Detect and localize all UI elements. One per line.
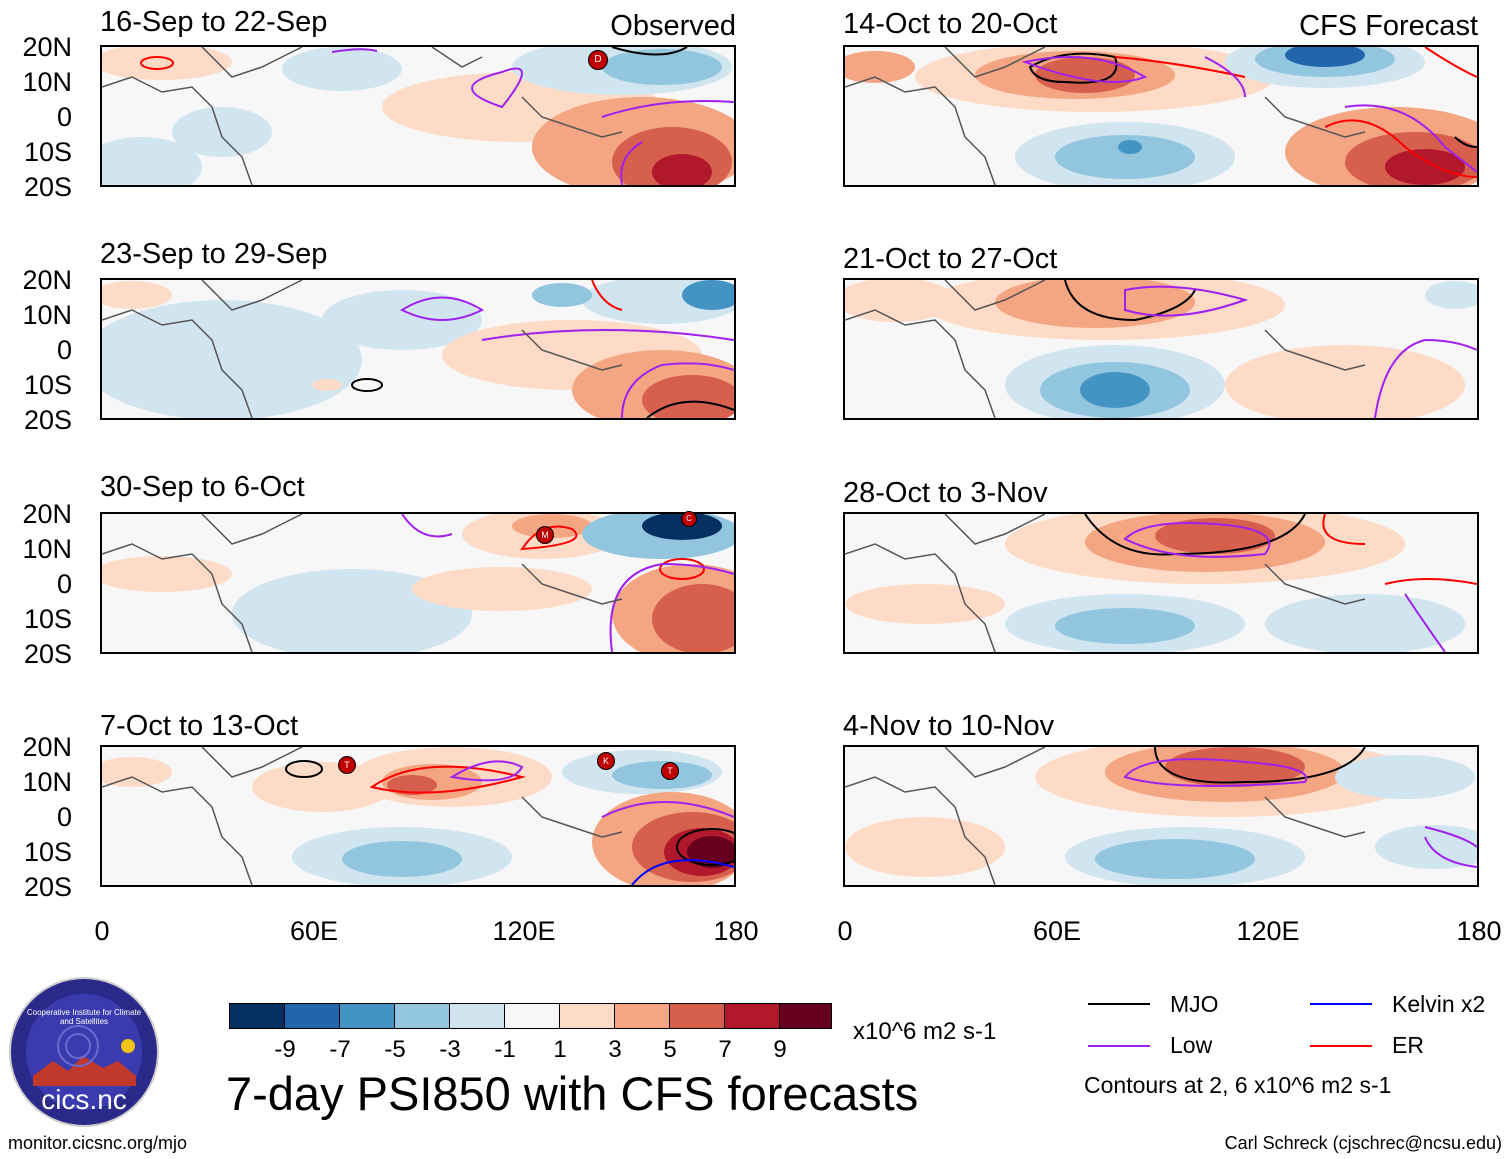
footer-credit: Carl Schreck (cjschrec@ncsu.edu) bbox=[1224, 1133, 1502, 1153]
lat-label: 10S bbox=[23, 370, 72, 400]
lat-label: 10S bbox=[23, 837, 72, 867]
storm-marker-icon: M bbox=[536, 526, 554, 544]
lon-label: 180 bbox=[1456, 916, 1502, 946]
lon-label: 60E bbox=[289, 916, 339, 946]
panel-title-2: 23-Sep to 29-Sep bbox=[100, 238, 328, 270]
lat-label: 20S bbox=[23, 872, 72, 902]
storm-marker-icon: T bbox=[338, 756, 356, 774]
storm-marker-icon: D bbox=[588, 50, 608, 70]
legend-label-er: ER bbox=[1392, 1032, 1424, 1058]
lon-label: 60E bbox=[1032, 916, 1082, 946]
lat-label: 10N bbox=[22, 67, 72, 97]
cics-logo: Cooperative Institute for Climate and Sa… bbox=[8, 976, 160, 1128]
legend-label-kelvin: Kelvin x2 bbox=[1392, 991, 1486, 1017]
lat-label: 0 bbox=[56, 335, 72, 365]
legend-line-low bbox=[1088, 1045, 1150, 1047]
legend-note: Contours at 2, 6 x10^6 m2 s-1 bbox=[1084, 1072, 1392, 1098]
colorbar-label: 1 bbox=[553, 1036, 567, 1063]
lat-label: 10N bbox=[22, 767, 72, 797]
cfs-forecast-label: CFS Forecast bbox=[1299, 10, 1478, 42]
colorbar-segment bbox=[669, 1003, 725, 1029]
colorbar-segment bbox=[229, 1003, 285, 1029]
colorbar-label: 5 bbox=[663, 1036, 677, 1063]
lat-label: 20S bbox=[23, 405, 72, 435]
map-panel-4 bbox=[100, 745, 736, 887]
lat-label: 20N bbox=[22, 265, 72, 295]
lon-label: 0 bbox=[837, 916, 853, 946]
lat-label: 0 bbox=[56, 102, 72, 132]
map-panel-3 bbox=[100, 512, 736, 654]
colorbar-units: x10^6 m2 s-1 bbox=[853, 1018, 997, 1045]
lat-label: 20S bbox=[23, 172, 72, 202]
lon-label: 180 bbox=[713, 916, 759, 946]
colorbar-label: -3 bbox=[439, 1036, 461, 1063]
colorbar-label: 9 bbox=[773, 1036, 787, 1063]
colorbar-segment bbox=[724, 1003, 780, 1029]
panel-title-3: 30-Sep to 6-Oct bbox=[100, 471, 305, 503]
lon-label: 0 bbox=[94, 916, 110, 946]
colorbar-segment bbox=[339, 1003, 395, 1029]
legend-line-kelvin bbox=[1310, 1003, 1372, 1005]
legend-label-low: Low bbox=[1170, 1032, 1213, 1058]
colorbar-label: -7 bbox=[329, 1036, 351, 1063]
colorbar-segment bbox=[559, 1003, 615, 1029]
map-panel-6 bbox=[843, 278, 1479, 420]
map-panel-1 bbox=[100, 45, 736, 187]
logo-ring-text: Cooperative Institute for Climate and Sa… bbox=[26, 1008, 142, 1026]
lat-label: 20N bbox=[22, 732, 72, 762]
lat-label: 20N bbox=[22, 32, 72, 62]
lat-label: 10N bbox=[22, 534, 72, 564]
legend-line-mjo bbox=[1088, 1003, 1150, 1005]
panel-title-6: 21-Oct to 27-Oct bbox=[843, 243, 1058, 275]
colorbar-segment bbox=[449, 1003, 505, 1029]
colorbar-label: 3 bbox=[608, 1036, 622, 1063]
lat-label: 20N bbox=[22, 499, 72, 529]
lat-label: 10N bbox=[22, 300, 72, 330]
colorbar-segment bbox=[394, 1003, 450, 1029]
logo-text: cics.nc bbox=[41, 1084, 127, 1115]
lat-label: 10S bbox=[23, 604, 72, 634]
colorbar-segment bbox=[284, 1003, 340, 1029]
colorbar-segment bbox=[779, 1003, 832, 1029]
lon-label: 120E bbox=[492, 916, 556, 946]
map-panel-2 bbox=[100, 278, 736, 420]
colorbar-label: -1 bbox=[494, 1036, 516, 1063]
panel-title-5: 14-Oct to 20-Oct bbox=[843, 8, 1058, 40]
footer-url: monitor.cicsnc.org/mjo bbox=[8, 1133, 188, 1153]
map-panel-8 bbox=[843, 745, 1479, 887]
colorbar-label: -5 bbox=[384, 1036, 406, 1063]
legend-label-mjo: MJO bbox=[1170, 991, 1219, 1017]
colorbar-label: -9 bbox=[274, 1036, 296, 1063]
main-title: 7-day PSI850 with CFS forecasts bbox=[226, 1067, 919, 1120]
storm-marker-icon: T bbox=[661, 762, 679, 780]
panel-title-4: 7-Oct to 13-Oct bbox=[100, 710, 299, 742]
map-panel-5 bbox=[843, 45, 1479, 187]
lat-label: 0 bbox=[56, 569, 72, 599]
storm-marker-icon: C bbox=[681, 511, 697, 527]
lat-label: 10S bbox=[23, 137, 72, 167]
lat-label: 0 bbox=[56, 802, 72, 832]
lon-label: 120E bbox=[1236, 916, 1300, 946]
storm-marker-icon: K bbox=[597, 752, 615, 770]
legend-line-er bbox=[1310, 1045, 1372, 1047]
panel-title-1: 16-Sep to 22-Sep bbox=[100, 6, 328, 38]
panel-title-7: 28-Oct to 3-Nov bbox=[843, 477, 1048, 509]
map-panel-7 bbox=[843, 512, 1479, 654]
lat-label: 20S bbox=[23, 639, 72, 669]
observed-label: Observed bbox=[610, 10, 736, 42]
colorbar-label: 7 bbox=[718, 1036, 732, 1063]
colorbar-segment bbox=[504, 1003, 560, 1029]
colorbar-segment bbox=[614, 1003, 670, 1029]
panel-title-8: 4-Nov to 10-Nov bbox=[843, 710, 1055, 742]
